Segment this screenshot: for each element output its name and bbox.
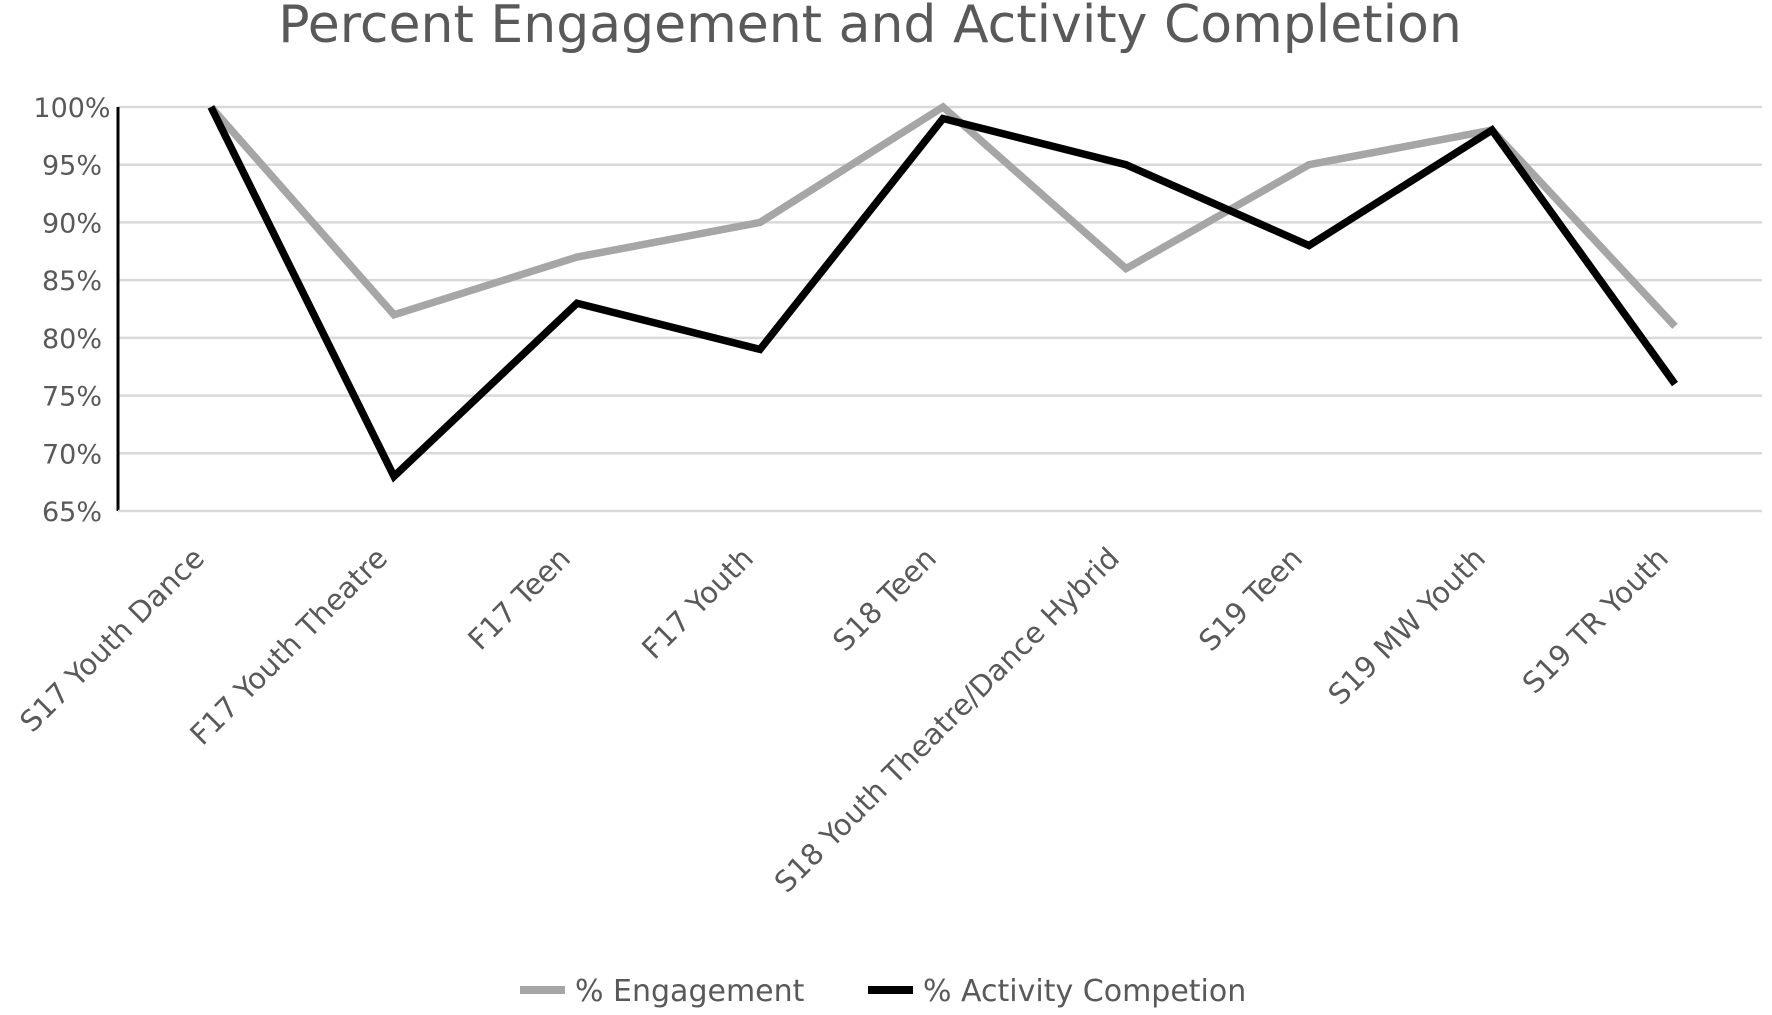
gridlines xyxy=(118,105,1762,455)
y-tick-label: 85% xyxy=(42,266,102,297)
y-tick-label: 100% xyxy=(33,93,110,124)
series-line-engagement xyxy=(208,102,1678,329)
axes xyxy=(116,107,1762,513)
x-tick-label: S18 Teen xyxy=(826,541,943,658)
series-line-activity-completion xyxy=(207,105,1679,483)
legend-label: % Engagement xyxy=(575,974,805,1009)
x-tick-label: S17 Youth Dance xyxy=(13,541,211,739)
x-tick-label: F17 Youth Theatre xyxy=(183,541,394,752)
legend: % Engagement % Activity Competion xyxy=(520,974,1246,1009)
x-tick-label: S19 MW Youth xyxy=(1321,541,1492,712)
y-tick-label: 95% xyxy=(42,151,102,182)
y-tick-label: 80% xyxy=(42,324,102,355)
x-tick-label: S18 Youth Theatre/Dance Hybrid xyxy=(768,541,1126,899)
series-lines xyxy=(207,102,1679,483)
x-tick-label: S19 Teen xyxy=(1192,541,1309,658)
y-tick-label: 75% xyxy=(42,382,102,413)
legend-label: % Activity Competion xyxy=(923,974,1246,1009)
chart-title: Percent Engagement and Activity Completi… xyxy=(278,0,1462,55)
y-tick-label: 70% xyxy=(42,439,102,470)
x-tick-label: F17 Youth xyxy=(635,541,760,666)
y-tick-label: 65% xyxy=(42,497,102,528)
x-tick-label: F17 Teen xyxy=(461,541,577,657)
y-tick-label: 90% xyxy=(42,208,102,239)
x-tick-label: S19 TR Youth xyxy=(1516,541,1675,700)
y-axis-tick-labels: 100% 95% 90% 85% 80% 75% 70% 65% xyxy=(33,93,110,528)
